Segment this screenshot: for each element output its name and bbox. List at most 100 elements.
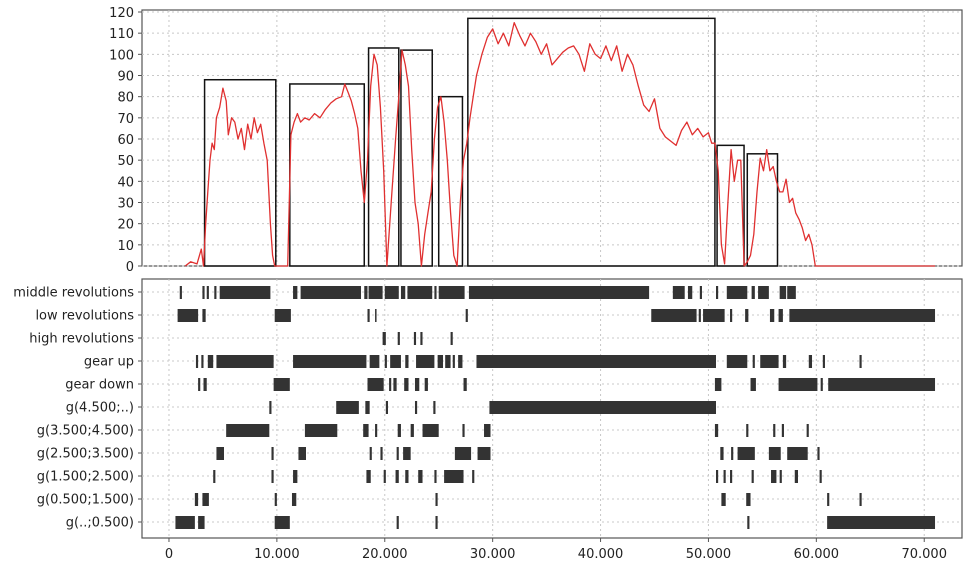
event-bar [714, 424, 719, 437]
event-bar [817, 447, 820, 460]
event-bar [390, 355, 401, 368]
event-bar [462, 424, 465, 437]
x-tick-label: 30.000 [470, 547, 516, 562]
event-bar [726, 286, 748, 299]
event-bar [397, 424, 401, 437]
event-bar [781, 424, 784, 437]
event-bar [489, 401, 716, 414]
y-tick-label: 20 [117, 218, 134, 233]
event-bar [444, 470, 464, 483]
event-bar [746, 493, 751, 506]
event-bar [198, 516, 205, 529]
event-bar [454, 447, 472, 460]
event-bar [424, 378, 428, 391]
y-tick-label: 0 [126, 260, 134, 275]
event-bar [395, 470, 399, 483]
row-label: high revolutions [29, 332, 134, 347]
line-chart-grid [142, 10, 962, 267]
event-bar [384, 286, 399, 299]
row-label: g(4.500;..) [66, 401, 134, 416]
event-bar [416, 355, 435, 368]
row-label: g(0.500;1.500) [37, 493, 134, 508]
event-bar [195, 355, 199, 368]
event-bar [365, 401, 370, 414]
segment-box [400, 49, 433, 267]
event-chart-panel: middle revolutions low revolutions high re… [13, 278, 963, 562]
event-bar [271, 470, 274, 483]
row-label: g(2.500;3.500) [37, 447, 134, 462]
event-bar [745, 309, 749, 322]
event-bar [226, 424, 270, 437]
event-bar [703, 309, 725, 322]
event-bar [405, 470, 409, 483]
event-bar [422, 424, 439, 437]
y-tick-label: 110 [109, 27, 134, 42]
event-bar [414, 401, 418, 414]
event-bar [367, 309, 370, 322]
event-bar [672, 286, 685, 299]
event-bar [175, 516, 195, 529]
x-tick-label: 60.000 [794, 547, 840, 562]
y-tick-label: 120 [109, 6, 134, 21]
event-bar [269, 401, 272, 414]
event-bar [768, 447, 781, 460]
event-bar [202, 309, 206, 322]
event-bar [819, 470, 822, 483]
event-bar [787, 286, 796, 299]
y-tick-label: 80 [117, 91, 134, 106]
y-tick-label: 70 [117, 112, 134, 127]
event-bar [773, 424, 776, 437]
event-bar [484, 424, 491, 437]
event-bar [827, 493, 830, 506]
event-bar [336, 401, 359, 414]
event-bar [737, 447, 755, 460]
event-bar [363, 424, 369, 437]
event-bar [433, 401, 436, 414]
event-bar [445, 355, 451, 368]
event-bar [758, 286, 769, 299]
event-bar [397, 332, 400, 345]
event-bar [747, 516, 750, 529]
event-bar [293, 286, 298, 299]
event-bar [300, 286, 362, 299]
event-bar [730, 309, 733, 322]
event-bar [723, 470, 726, 483]
event-bar [396, 447, 399, 460]
event-bar [438, 286, 465, 299]
event-bar [779, 286, 787, 299]
y-tick-label: 60 [117, 133, 134, 148]
event-bar [274, 309, 291, 322]
event-bar [699, 286, 702, 299]
event-bar [201, 355, 204, 368]
event-bar [213, 470, 216, 483]
event-bar [293, 470, 298, 483]
event-bar [384, 355, 387, 368]
event-bar [750, 378, 756, 391]
event-bar [368, 286, 383, 299]
row-label: g(..;0.500) [66, 516, 134, 531]
event-bar [458, 355, 463, 368]
event-bar [413, 332, 417, 345]
event-bar [393, 378, 397, 391]
event-bar [274, 516, 290, 529]
x-axis-ticks: 0 10.000 20.000 30.000 40.000 50.000 60.000 70.… [165, 538, 947, 562]
event-bar [434, 470, 437, 483]
event-bar [769, 309, 775, 322]
event-bar [404, 378, 409, 391]
event-bar [751, 470, 754, 483]
event-bar [859, 493, 862, 506]
event-bar [752, 355, 755, 368]
event-bar [420, 332, 423, 345]
event-bar [367, 378, 384, 391]
event-bar [808, 355, 813, 368]
event-bar [364, 286, 368, 299]
event-bar [465, 309, 468, 322]
event-bar [789, 309, 936, 322]
event-bar [400, 286, 406, 299]
event-bar [203, 378, 207, 391]
event-bar [822, 355, 825, 368]
event-bar [219, 286, 271, 299]
event-bar [396, 516, 399, 529]
event-bar [414, 378, 420, 391]
event-bar [771, 470, 777, 483]
